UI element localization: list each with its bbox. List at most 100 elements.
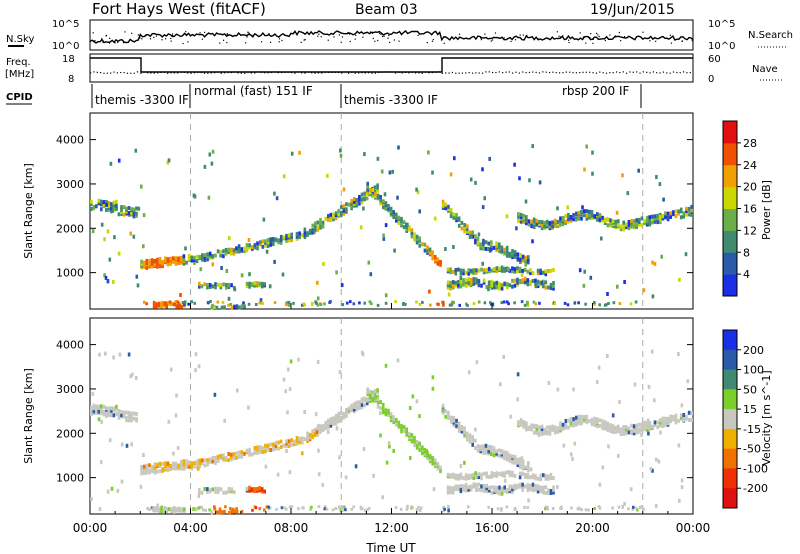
data-cell: [416, 190, 420, 195]
data-cell: [201, 458, 204, 463]
data-cell: [552, 490, 555, 495]
data-cell: [626, 191, 630, 196]
data-cell: [253, 487, 256, 492]
data-cell: [637, 168, 640, 173]
data-cell: [477, 232, 481, 237]
data-cell: [436, 461, 440, 466]
data-cell: [539, 485, 542, 490]
data-cell: [345, 408, 348, 412]
noise-search-dot: [491, 39, 494, 41]
data-cell: [100, 222, 104, 227]
data-cell: [105, 208, 108, 212]
data-cell: [206, 285, 209, 290]
data-cell: [379, 400, 382, 405]
data-cell: [253, 281, 256, 286]
data-cell: [269, 239, 272, 244]
data-cell: [598, 482, 602, 487]
data-cell: [346, 301, 349, 305]
data-cell: [228, 236, 231, 241]
data-cell: [219, 453, 222, 458]
noise-search-dot: [374, 40, 376, 42]
data-cell: [572, 387, 575, 392]
nave-dot: [203, 72, 206, 74]
data-cell: [687, 212, 691, 217]
data-cell: [302, 506, 305, 510]
data-cell: [285, 233, 288, 238]
nave-dot: [170, 72, 172, 74]
noise-search-dot: [149, 38, 152, 40]
noise-search-dot: [480, 37, 482, 39]
data-cell: [534, 474, 537, 479]
data-cell: [181, 301, 185, 305]
data-cell: [607, 302, 610, 305]
data-cell: [363, 301, 366, 305]
data-cell: [264, 449, 267, 454]
data-cell: [535, 222, 539, 227]
data-cell: [661, 424, 665, 428]
data-cell: [262, 217, 266, 222]
data-cell: [311, 435, 314, 440]
data-cell: [513, 252, 517, 257]
data-cell: [316, 432, 320, 437]
data-cell: [384, 223, 388, 228]
data-cell: [656, 216, 659, 221]
data-cell: [447, 505, 450, 508]
data-cell: [638, 422, 641, 427]
data-cell: [379, 411, 382, 416]
data-cell: [360, 405, 364, 410]
data-cell: [451, 472, 455, 477]
data-cell: [572, 213, 575, 217]
data-cell: [158, 469, 162, 474]
data-cell: [526, 280, 530, 285]
data-cell: [502, 354, 505, 359]
data-cell: [540, 427, 544, 432]
data-cell: [519, 422, 523, 427]
data-cell: [125, 410, 128, 415]
data-cell: [687, 417, 691, 422]
data-cell: [647, 431, 650, 436]
data-cell: [674, 413, 678, 418]
data-cell: [334, 211, 338, 216]
nave-dot: [599, 71, 601, 73]
data-cell: [640, 424, 644, 429]
data-cell: [107, 411, 111, 416]
data-cell: [436, 466, 440, 471]
data-cell: [651, 220, 654, 225]
data-cell: [582, 418, 586, 423]
data-cell: [160, 509, 163, 514]
noise-search-dot: [201, 38, 203, 40]
data-cell: [376, 399, 380, 404]
data-cell: [140, 184, 143, 189]
data-cell: [455, 423, 458, 428]
data-cell: [187, 460, 191, 465]
data-cell: [682, 214, 686, 219]
data-cell: [493, 488, 496, 493]
data-cell: [569, 423, 573, 428]
data-cell: [317, 423, 320, 428]
data-cell: [423, 248, 427, 253]
data-cell: [287, 444, 291, 449]
data-cell: [522, 218, 525, 223]
data-cell: [540, 220, 544, 225]
data-cell: [382, 205, 385, 210]
data-cell: [556, 387, 560, 392]
data-cell: [549, 472, 553, 477]
data-cell: [548, 428, 552, 433]
nave-dot: [297, 71, 299, 73]
data-cell: [561, 426, 565, 431]
colorbar-swatch: [723, 142, 737, 166]
data-cell: [389, 206, 393, 211]
nave-dot: [455, 72, 457, 74]
data-cell: [614, 224, 617, 229]
data-cell: [211, 303, 214, 307]
nave-dot: [217, 71, 219, 73]
data-cell: [358, 404, 361, 409]
data-cell: [498, 485, 501, 490]
nave-dot: [301, 72, 303, 74]
data-cell: [674, 416, 678, 421]
nave-dot: [428, 72, 430, 74]
data-cell: [531, 482, 535, 487]
data-cell: [219, 456, 222, 461]
nave-dot: [559, 72, 561, 74]
data-cell: [253, 448, 257, 453]
